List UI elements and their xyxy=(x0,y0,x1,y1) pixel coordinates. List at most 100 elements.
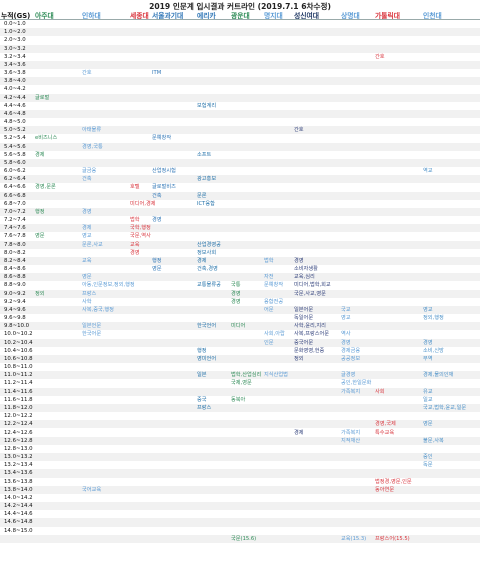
table-row: 3.6~3.8 간호 ITM xyxy=(0,69,480,77)
range-label: 8.6~8.8 xyxy=(4,274,26,281)
column-header-6: 명지대 xyxy=(264,12,283,20)
range-label: 12.4~12.6 xyxy=(4,429,33,436)
table-cell: 동아연문 xyxy=(375,486,395,493)
table-cell: 영문 xyxy=(423,421,433,428)
range-label: 11.0~11.2 xyxy=(4,372,33,379)
column-header-10: 인천대 xyxy=(423,12,442,20)
table-row: 9.6~9.8 독일어문 영교 정외,행정 xyxy=(0,314,480,322)
table-row: 12.8~13.0 xyxy=(0,445,480,453)
table-row: 4.4~4.6 보험계리 xyxy=(0,102,480,110)
table-row: 4.2~4.4 글로벌 xyxy=(0,93,480,102)
table-row: 5.6~5.8 경제 소프트 xyxy=(0,151,480,159)
range-label: 6.4~6.6 xyxy=(4,184,26,191)
table-row: 8.4~8.6 영문 건축,경영 소비자생활 xyxy=(0,265,480,273)
table-cell: 일교 xyxy=(423,396,433,403)
table-row: 11.8~12.0 프랑스 국교,법학,윤교,일문 xyxy=(0,403,480,413)
table-cell: 경영 xyxy=(130,249,140,256)
table-cell: 산업경영공 xyxy=(197,241,221,248)
table-row: 13.2~13.4 독문 xyxy=(0,461,480,469)
table-cell: 글로벌 xyxy=(35,94,50,101)
table-cell: 중인 xyxy=(423,454,433,460)
range-label: 1.0~2.0 xyxy=(4,29,26,36)
table-cell: 광고홍보 xyxy=(197,176,217,183)
table-row: 0.0~1.0 xyxy=(0,20,480,28)
table-row: 13.6~13.8 법정경,영문,인문 xyxy=(0,478,480,486)
table-cell: 법학 xyxy=(130,217,140,224)
table-cell: 경영,문론 xyxy=(35,184,56,191)
table-cell: 정외,행정 xyxy=(423,315,444,322)
range-label: 5.8~6.0 xyxy=(4,159,26,166)
range-label: 11.4~11.6 xyxy=(4,388,33,395)
table-row: 6.0~6.2 글금융 산업정시험 역교 xyxy=(0,167,480,175)
table-cell: 정외 xyxy=(35,290,45,297)
table-cell: 영문 xyxy=(35,233,45,240)
table-cell: 정외 xyxy=(294,355,304,362)
table-cell: 지식산업법 xyxy=(264,372,288,379)
table-cell: 독문 xyxy=(423,462,433,469)
range-label: 12.6~12.8 xyxy=(4,437,33,444)
table-cell: 중국 xyxy=(197,396,207,403)
range-label: 6.6~6.8 xyxy=(4,192,26,199)
table-row: 13.0~13.2 중인 xyxy=(0,453,480,462)
table-row: 7.4~7.6 경제 국학,행정 xyxy=(0,224,480,233)
table-cell: 국문,역사 xyxy=(130,233,151,240)
table-row: 8.0~8.2 경영 정보사회 xyxy=(0,249,480,257)
table-cell: 유교 xyxy=(423,388,433,395)
table-cell: 자전 xyxy=(264,274,274,281)
table-cell: 문화영영,헌중 xyxy=(294,347,325,354)
table-cell: 경제금융 xyxy=(341,347,361,354)
table-cell: 소프트 xyxy=(197,151,212,158)
table-cell: 경제 xyxy=(197,257,207,264)
table-row: 8.2~8.4 교육 행정 경제 법학 경영 xyxy=(0,256,480,266)
range-label: 3.8~4.0 xyxy=(4,78,26,85)
table-cell: 문론 xyxy=(197,192,207,199)
table-cell: 아태물류 xyxy=(82,127,102,134)
table-cell: 가족복지 xyxy=(341,388,361,395)
table-cell: 정보사회 xyxy=(197,249,217,256)
table-row: 3.8~4.0 xyxy=(0,77,480,86)
table-row: 2.0~3.0 xyxy=(0,36,480,44)
table-row: 14.2~14.4 xyxy=(0,502,480,511)
range-label: 7.0~7.2 xyxy=(4,208,26,215)
column-header-9: 가톨릭대 xyxy=(375,12,401,20)
table-cell: 글경영 xyxy=(341,372,356,379)
column-header-0: 아주대 xyxy=(35,12,54,20)
range-label: 14.8~15.0 xyxy=(4,527,33,534)
table-cell: 경영,국통 xyxy=(82,143,103,150)
table-cell: 건축,경영 xyxy=(197,266,218,273)
table-cell: 경제 xyxy=(35,151,45,158)
range-label: 8.2~8.4 xyxy=(4,257,26,264)
table-cell: 사학 xyxy=(82,298,92,305)
column-header-3: 서울과기대 xyxy=(152,12,184,20)
table-cell: 호텔 xyxy=(130,184,140,191)
table-row: 10.6~10.8 영미언어 정외 공공정보 무역 xyxy=(0,354,480,364)
table-row: 10.4~10.6 행정 문화영영,헌중 경제금융 소비,신방 xyxy=(0,347,480,355)
table-cell: 경영 xyxy=(82,208,92,215)
table-row: 9.4~9.6 사복,중국,행정 어문 일본어문 국교 영교 xyxy=(0,305,480,315)
range-label: 7.8~8.0 xyxy=(4,241,26,248)
range-label: 4.6~4.8 xyxy=(4,110,26,117)
column-header-2: 세종대 xyxy=(130,12,149,20)
table-cell: 법정경,영문,인문 xyxy=(375,478,412,485)
range-label: 13.8~14.0 xyxy=(4,486,33,493)
table-row: 10.2~10.4 인문 중국어문 경영 경영 xyxy=(0,338,480,347)
range-label: 5.0~5.2 xyxy=(4,127,26,134)
range-label: 4.4~4.6 xyxy=(4,102,26,109)
table-cell: 사복,프랑스어문 xyxy=(294,331,330,338)
table-cell: 교육,심리 xyxy=(294,274,315,281)
header-divider xyxy=(0,19,480,20)
column-header-1: 인하대 xyxy=(82,12,101,20)
table-cell: 융합전공 xyxy=(264,298,284,305)
range-label: 9.2~9.4 xyxy=(4,298,26,305)
range-label: 14.0~14.2 xyxy=(4,494,33,501)
table-cell: 국문(15.6) xyxy=(231,535,257,542)
table-row: 11.6~11.8 중국 동북아 일교 xyxy=(0,396,480,404)
table-cell: 보험계리 xyxy=(197,102,217,109)
range-label: 11.8~12.0 xyxy=(4,404,33,411)
table-cell: 동북아 xyxy=(231,396,246,403)
table-cell: 교육(15.3) xyxy=(341,535,367,542)
table-cell: 사회,아랍 xyxy=(264,331,285,338)
table-row: 10.0~10.2 한국어문 사회,아랍 사복,프랑스어문 역사 xyxy=(0,330,480,338)
table-row: 5.0~5.2 아태물류 간호 xyxy=(0,126,480,135)
range-label: 6.8~7.0 xyxy=(4,200,26,207)
